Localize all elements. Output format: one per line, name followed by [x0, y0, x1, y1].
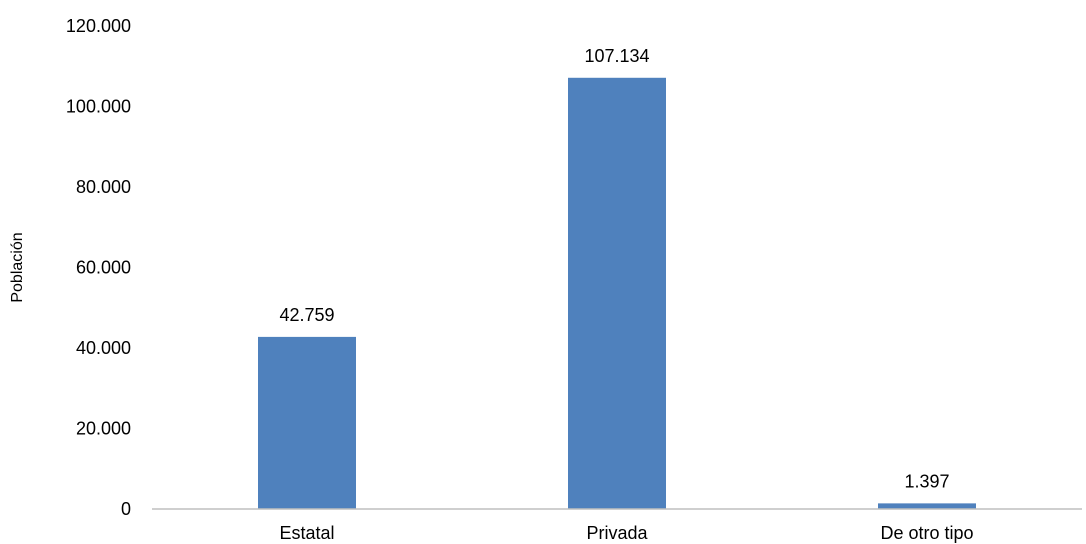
data-labels: 42.759 107.134 1.397	[279, 46, 949, 492]
x-tick-label: Estatal	[279, 523, 334, 543]
y-axis-title: Población	[9, 232, 26, 302]
y-tick-label: 120.000	[66, 16, 131, 36]
y-tick-label: 0	[121, 499, 131, 519]
y-tick-label: 60.000	[76, 258, 131, 278]
bars	[258, 77, 976, 510]
x-tick-label: De otro tipo	[880, 523, 973, 543]
data-label: 1.397	[904, 471, 949, 491]
y-axis-title-group: Población	[9, 232, 26, 302]
y-tick-label: 80.000	[76, 177, 131, 197]
bar	[258, 336, 356, 509]
bar	[568, 77, 666, 510]
y-axis-ticks: 0 20.000 40.000 60.000 80.000 100.000 120.000	[66, 16, 131, 519]
category-labels: Estatal Privada De otro tipo	[279, 523, 973, 543]
bar	[878, 503, 976, 509]
y-tick-label: 20.000	[76, 419, 131, 439]
y-tick-label: 100.000	[66, 97, 131, 117]
x-tick-label: Privada	[586, 523, 648, 543]
data-label: 42.759	[279, 305, 334, 325]
y-tick-label: 40.000	[76, 338, 131, 358]
data-label: 107.134	[584, 46, 649, 66]
